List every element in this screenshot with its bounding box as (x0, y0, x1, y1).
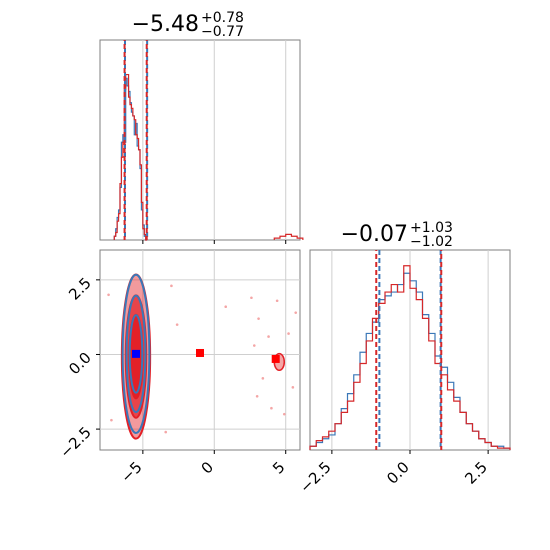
scatter-point (164, 430, 168, 434)
title-2-upper-error: +1.03 (410, 220, 453, 236)
red-square-marker (271, 354, 280, 363)
scatter-point (110, 418, 113, 422)
scatter-point (257, 317, 260, 320)
blue-histogram (113, 77, 148, 241)
panel-2-frame (99, 249, 301, 451)
x-tick-label: −5 (117, 458, 145, 486)
blue-contour-level-2 (125, 294, 147, 414)
bottom-right-marginal-panel: −0.07 +1.03 −1.02 −2.5 0.0 2.5 (296, 220, 511, 497)
red-histogram (309, 265, 511, 450)
x-tick-label: −2.5 (296, 458, 334, 496)
scatter-point (107, 293, 110, 297)
red-square-marker (196, 348, 204, 357)
scatter-point (294, 311, 298, 314)
title-1-upper-error: +0.78 (201, 10, 244, 26)
scatter-point (170, 284, 173, 288)
scatter-point (255, 394, 259, 398)
title-1-lower-error: −0.77 (201, 24, 244, 40)
scatter-point (270, 406, 273, 410)
y-tick-label: −2.5 (56, 423, 94, 461)
scatter-point (250, 296, 253, 300)
scatter-point (252, 344, 256, 347)
red-histogram (113, 73, 148, 241)
panel-1-frame (99, 39, 301, 241)
bottom-left-2d-panel: −5 0 5 −2.5 0.0 2.5 (56, 249, 301, 486)
blue-contour-level-3 (128, 314, 144, 394)
scatter-point (275, 299, 279, 303)
scatter-point (224, 305, 228, 309)
top-left-marginal-panel: −5.48 +0.78 −0.77 (99, 10, 304, 244)
scatter-point (267, 335, 270, 338)
blue-square-marker (132, 349, 140, 358)
title-2-lower-error: −1.02 (410, 234, 453, 250)
red-histogram-tail (273, 233, 304, 240)
scatter-point (175, 323, 179, 326)
y-tick-label: 0.0 (65, 349, 95, 379)
x-tick-label: 0.0 (383, 458, 413, 488)
title-1-value: −5.48 (132, 12, 199, 37)
scatter-point (287, 332, 290, 335)
title-2-value: −0.07 (341, 222, 408, 247)
scatter-point (261, 377, 265, 380)
scatter-point (282, 412, 286, 416)
x-tick-label: 2.5 (461, 458, 491, 488)
y-tick-label: 2.5 (65, 274, 95, 304)
x-tick-label: 5 (269, 458, 288, 477)
blue-contour-level-1 (121, 273, 151, 434)
x-tick-label: 0 (198, 458, 217, 477)
scatter-point (291, 386, 295, 389)
